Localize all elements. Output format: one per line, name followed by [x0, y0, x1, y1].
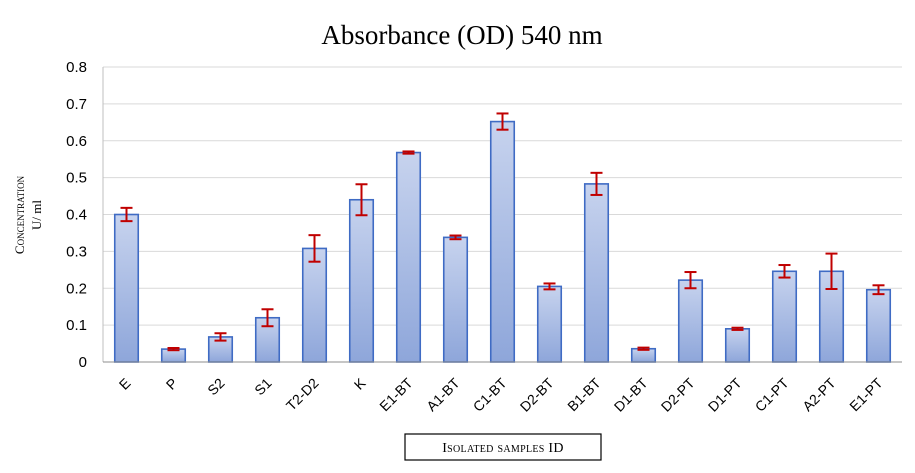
bar: [536, 285, 563, 363]
error-bar: [120, 206, 133, 223]
x-tick-label: E1-PT: [846, 374, 886, 414]
bar: [865, 288, 892, 363]
y-tick-label: 0: [79, 354, 87, 371]
error-bar: [590, 171, 603, 196]
x-tick-label: C1-BT: [470, 374, 510, 414]
y-tick-label: 0.8: [66, 59, 87, 76]
x-axis-label: Isolated samples ID: [442, 441, 564, 456]
x-tick-label: E: [116, 375, 134, 393]
x-tick-label: C1-PT: [752, 374, 792, 414]
x-tick-label: D2-PT: [658, 374, 698, 414]
error-bar: [167, 346, 180, 352]
y-tick-label: 0.3: [66, 243, 87, 260]
error-bar: [778, 264, 791, 279]
error-bar: [449, 234, 462, 241]
bars: [113, 120, 892, 363]
bar: [395, 151, 422, 363]
bar: [771, 270, 798, 363]
x-tick-label: S2: [204, 375, 228, 399]
bar: [113, 213, 140, 363]
chart-title: Absorbance (OD) 540 nm: [321, 20, 602, 50]
axes: [102, 67, 902, 363]
x-tick-label: B1-BT: [564, 374, 604, 414]
error-bar: [261, 308, 274, 328]
error-bar: [308, 234, 321, 263]
y-tick-label: 0.4: [66, 207, 87, 224]
error-bar: [684, 271, 697, 290]
error-bar: [355, 183, 368, 217]
error-bar: [402, 150, 415, 155]
bar: [348, 198, 375, 363]
x-tick-label: T2-D2: [283, 375, 322, 414]
bar: [724, 328, 751, 363]
error-bar: [637, 346, 650, 351]
error-bar: [496, 112, 509, 131]
x-tick-label: S1: [251, 375, 275, 399]
y-tick-label: 0.1: [66, 317, 87, 334]
x-tick-label: P: [163, 375, 181, 393]
x-tick-label: K: [351, 374, 369, 392]
y-axis-label-line2: U/ ml: [29, 200, 44, 230]
y-axis-label: Concentration U/ ml: [12, 175, 44, 254]
x-tick-label: D1-PT: [705, 374, 745, 414]
x-tick-label: D2-BT: [517, 374, 557, 414]
x-tick-label: E1-BT: [376, 374, 416, 414]
x-tick-label: D1-BT: [611, 374, 651, 414]
bar: [677, 279, 704, 363]
error-bar: [872, 284, 885, 296]
bar: [489, 120, 516, 363]
y-tick-label: 0.6: [66, 133, 87, 150]
bar: [583, 183, 610, 363]
x-tick-label: A2-PT: [799, 374, 839, 414]
x-tick-label: A1-BT: [423, 374, 463, 414]
bar: [442, 236, 469, 363]
y-tick-label: 0.5: [66, 170, 87, 187]
x-axis-label-box: [404, 433, 602, 461]
y-axis-label-line1: Concentration: [12, 175, 27, 254]
error-bar: [543, 282, 556, 291]
y-axis-ticks: 0 0.1 0.2 0.3 0.4 0.5 0.6 0.7 0.8: [66, 59, 87, 371]
x-axis-ticks: E P S2 S1 T2-D2 K E1-BT A1-BT C1-BT D2-BT B1-BT D1-…: [116, 374, 886, 414]
error-bar: [825, 252, 838, 290]
y-tick-label: 0.7: [66, 96, 87, 113]
error-bar: [214, 332, 227, 342]
y-tick-label: 0.2: [66, 280, 87, 297]
error-bars: [120, 112, 885, 352]
error-bar: [731, 326, 744, 331]
bar: [301, 247, 328, 363]
